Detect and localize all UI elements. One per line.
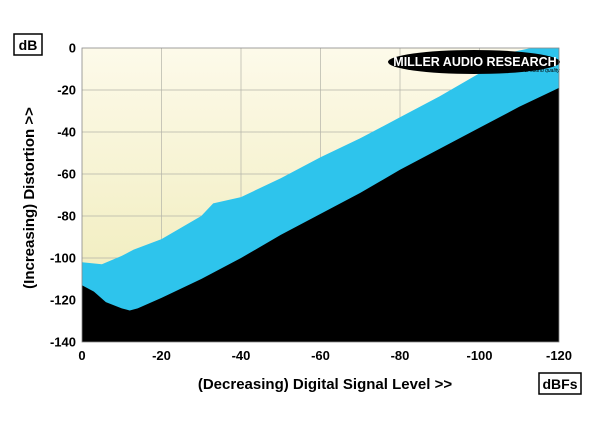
plot-border [81, 47, 560, 343]
x-unit-label: dBFs [543, 376, 578, 392]
y-axis-ticks: 0 -20 -40 -60 -80 -100 -120 -140 [50, 41, 76, 350]
noise-floor-area [82, 87, 559, 342]
y-axis-title: (Increasing) Distortion >> [21, 107, 38, 289]
miller-audio-research-logo: MILLER AUDIO RESEARCH Setting the measur… [388, 50, 560, 74]
x-tick-label: -60 [311, 348, 330, 363]
y-tick-label: -80 [57, 209, 76, 224]
x-axis-title: (Decreasing) Digital Signal Level >> [198, 376, 452, 393]
x-tick-label: -20 [152, 348, 171, 363]
x-tick-label: -40 [232, 348, 251, 363]
y-tick-label: -20 [57, 83, 76, 98]
y-unit-label: dB [19, 37, 38, 53]
y-tick-label: 0 [69, 41, 76, 56]
logo-name: MILLER AUDIO RESEARCH [393, 55, 556, 69]
y-tick-label: -60 [57, 167, 76, 182]
y-tick-label: -120 [50, 293, 76, 308]
x-unit-box: dBFs [538, 372, 582, 395]
y-tick-label: -140 [50, 335, 76, 350]
x-tick-label: -100 [466, 348, 492, 363]
y-tick-label: -40 [57, 125, 76, 140]
x-tick-label: -80 [391, 348, 410, 363]
x-tick-label: 0 [78, 348, 85, 363]
x-tick-label: -120 [546, 348, 572, 363]
y-unit-box: dB [13, 33, 43, 56]
y-tick-label: -100 [50, 251, 76, 266]
x-axis-ticks: 0 -20 -40 -60 -80 -100 -120 [78, 348, 572, 363]
logo-tagline: Setting the measure of sound quality [478, 68, 560, 74]
